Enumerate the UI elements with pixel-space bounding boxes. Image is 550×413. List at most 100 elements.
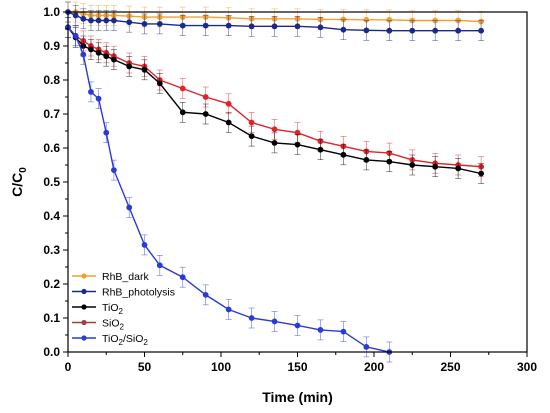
data-point — [409, 27, 416, 34]
data-point — [80, 51, 87, 58]
x-tick-label: 50 — [138, 360, 152, 374]
y-axis-title: C/C0 — [9, 167, 29, 197]
data-point — [156, 20, 163, 27]
data-point — [126, 204, 133, 211]
data-point — [179, 85, 186, 92]
data-point — [103, 17, 110, 24]
axes: 0 50 100 150 200 250 300 0.0 0.1 0.2 0.3 0.4 0.5 0.6 0… — [43, 5, 537, 374]
data-point — [340, 328, 347, 335]
data-point — [88, 89, 94, 95]
y-tick-label: 0.5 — [43, 175, 60, 189]
legend-item: TiO2 — [72, 302, 124, 316]
data-point — [317, 146, 324, 153]
data-point — [95, 95, 102, 102]
series-tio2 — [65, 16, 485, 184]
x-tick-label: 200 — [364, 360, 384, 374]
data-point — [141, 66, 148, 73]
legend-label: TiO2/SiO2 — [102, 333, 148, 347]
data-point — [455, 27, 462, 34]
data-point — [141, 241, 148, 248]
data-point — [271, 318, 278, 325]
y-tick-label: 0.1 — [43, 311, 60, 325]
y-tick-label: 0.9 — [43, 39, 60, 53]
y-axis-title-sub: 0 — [18, 167, 29, 173]
y-tick-label: 0.6 — [43, 141, 60, 155]
data-point — [363, 343, 370, 350]
data-point — [317, 24, 324, 31]
legend-label: RhB_photolysis — [102, 287, 175, 299]
data-point — [103, 129, 110, 136]
data-point — [126, 19, 133, 26]
data-point — [386, 158, 393, 165]
data-point — [363, 27, 370, 34]
data-point — [95, 17, 102, 24]
data-point — [248, 119, 255, 126]
data-point — [271, 23, 278, 30]
x-tick-label: 150 — [287, 360, 307, 374]
y-tick-label: 0.8 — [43, 73, 60, 87]
data-point — [294, 322, 301, 329]
data-point — [478, 27, 484, 34]
x-tick-label: 300 — [517, 360, 537, 374]
data-point — [340, 151, 347, 158]
series-rhb-photolysis — [65, 1, 485, 42]
data-point — [80, 15, 87, 22]
data-point — [111, 56, 117, 63]
data-point — [271, 139, 278, 146]
data-point — [225, 306, 232, 313]
data-point — [141, 20, 148, 27]
data-point — [126, 63, 133, 70]
data-point — [202, 22, 209, 29]
data-point — [202, 111, 209, 117]
data-point — [88, 46, 94, 53]
y-tick-label: 0.3 — [43, 243, 60, 257]
data-point — [294, 23, 301, 30]
y-tick-label: 1.0 — [43, 5, 60, 19]
plot-frame — [67, 11, 528, 353]
plot-area — [65, 1, 485, 363]
data-point — [72, 32, 79, 39]
data-point — [432, 27, 439, 34]
data-point — [455, 165, 462, 172]
data-point — [72, 12, 79, 19]
legend-swatch-marker — [81, 319, 87, 326]
data-point — [248, 23, 255, 30]
data-point — [225, 22, 232, 29]
data-point — [271, 126, 278, 133]
data-point — [432, 163, 439, 170]
data-point — [179, 22, 186, 29]
data-point — [202, 94, 209, 100]
legend-item: SiO2 — [72, 318, 125, 332]
data-point — [111, 17, 117, 24]
data-point — [363, 156, 370, 163]
legend-swatch-marker — [81, 273, 87, 279]
legend-label: SiO2 — [102, 318, 125, 332]
data-point — [202, 291, 209, 298]
x-tick-label: 100 — [211, 360, 231, 374]
legend-swatch-marker — [81, 304, 87, 310]
data-point — [409, 162, 416, 168]
y-tick-label: 0.0 — [43, 345, 60, 359]
data-point — [103, 53, 110, 60]
data-point — [225, 119, 232, 126]
data-point — [95, 49, 102, 56]
legend-item: TiO2/SiO2 — [72, 333, 148, 347]
x-tick-label: 250 — [440, 360, 460, 374]
legend-item: RhB_photolysis — [72, 287, 175, 299]
legend-item: RhB_dark — [72, 271, 149, 283]
legend-swatch-marker — [81, 288, 87, 295]
data-point — [156, 262, 163, 269]
data-point — [386, 27, 393, 34]
data-point — [179, 109, 186, 116]
data-point — [179, 274, 186, 281]
data-point — [478, 170, 484, 177]
data-point — [111, 167, 117, 173]
legend-swatch-marker — [81, 335, 87, 341]
y-axis-title-main: C/C — [9, 173, 25, 197]
y-tick-label: 0.2 — [43, 277, 60, 291]
data-point — [294, 141, 301, 148]
data-point — [88, 17, 94, 24]
legend-label: RhB_dark — [102, 271, 149, 283]
data-point — [156, 80, 163, 87]
